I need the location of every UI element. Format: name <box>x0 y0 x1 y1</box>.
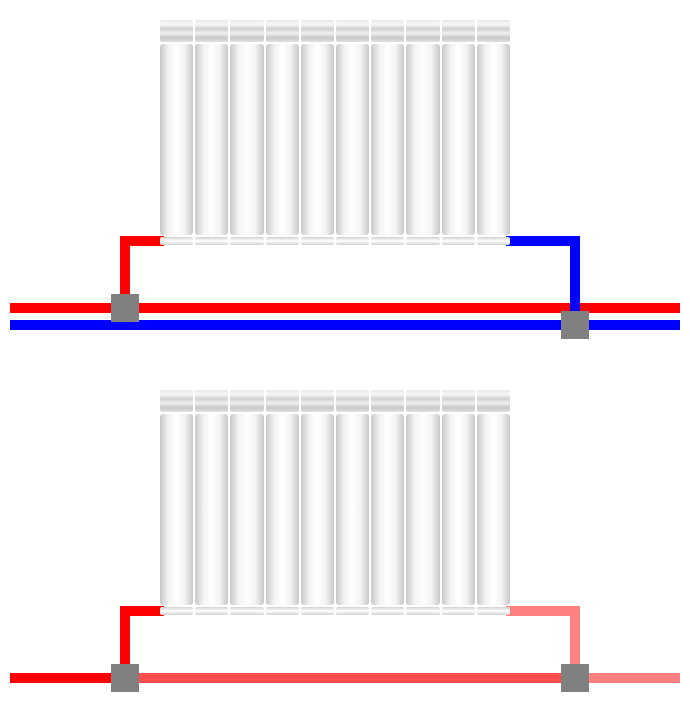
radiator-section <box>230 44 263 235</box>
pipe-main-outlet <box>576 673 680 683</box>
radiator-footer <box>160 607 510 615</box>
pipe-main-bypass <box>130 673 580 683</box>
radiator-section <box>406 414 439 605</box>
radiator-section <box>442 44 475 235</box>
radiator-section <box>266 44 299 235</box>
radiator-section <box>371 414 404 605</box>
radiator <box>160 20 510 245</box>
radiator-section <box>301 44 334 235</box>
tee-fitting <box>561 664 589 692</box>
pipe-return-branch <box>506 606 580 616</box>
radiator-header <box>160 390 510 412</box>
diagram-canvas <box>0 0 690 707</box>
radiator-section <box>160 414 193 605</box>
radiator-section <box>477 414 510 605</box>
tee-fitting <box>111 294 139 322</box>
pipe-supply-branch <box>120 606 164 616</box>
radiator-section <box>442 414 475 605</box>
radiator-section <box>266 414 299 605</box>
radiator-header <box>160 20 510 42</box>
radiator-section <box>301 414 334 605</box>
radiator-section <box>195 414 228 605</box>
radiator-section <box>336 44 369 235</box>
radiator-section <box>406 44 439 235</box>
radiator <box>160 390 510 615</box>
radiator-section <box>336 414 369 605</box>
radiator-section <box>477 44 510 235</box>
radiator-section <box>371 44 404 235</box>
radiator-section <box>230 414 263 605</box>
tee-fitting <box>561 311 589 339</box>
radiator-footer <box>160 237 510 245</box>
pipe-return-branch <box>506 236 580 246</box>
pipe-supply-branch <box>120 236 164 246</box>
tee-fitting <box>111 664 139 692</box>
radiator-section <box>160 44 193 235</box>
radiator-body <box>160 44 510 235</box>
radiator-section <box>195 44 228 235</box>
radiator-body <box>160 414 510 605</box>
